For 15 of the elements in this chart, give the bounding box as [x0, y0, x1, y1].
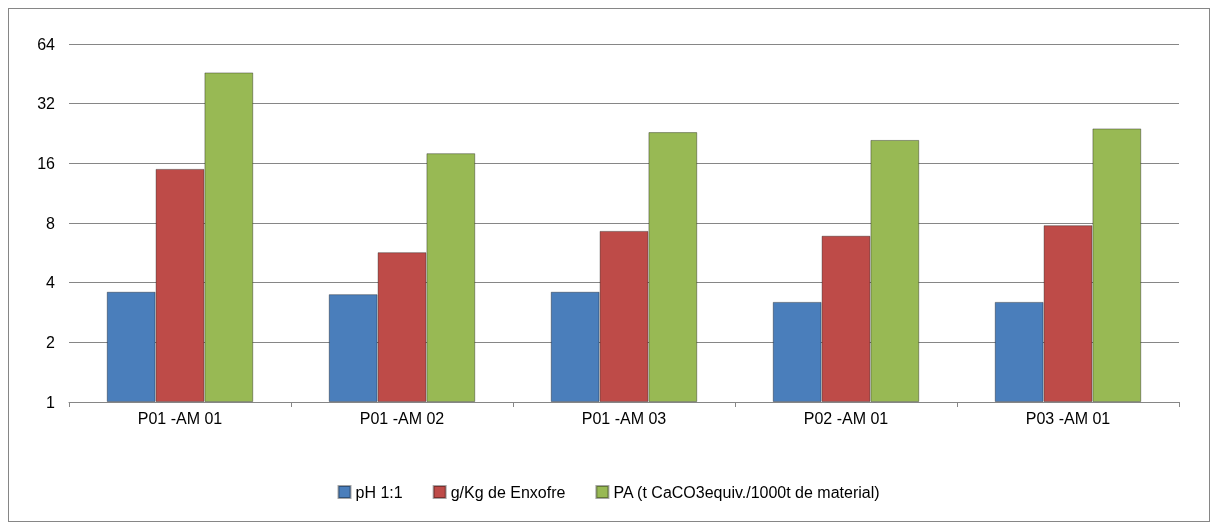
y-tick-label: 2 — [46, 333, 56, 351]
y-tick-label: 8 — [46, 214, 56, 232]
x-tick-label: P01 -AM 02 — [359, 409, 445, 427]
x-tick-label: P02 -AM 01 — [803, 409, 889, 427]
y-tick-label: 1 — [46, 393, 56, 411]
legend-label: g/Kg de Enxofre — [450, 483, 566, 501]
y-tick-label: 32 — [37, 95, 56, 113]
y-tick-label: 4 — [46, 274, 56, 292]
y-tick-label: 16 — [37, 154, 56, 172]
x-tick-label: P01 -AM 03 — [581, 409, 667, 427]
y-tick-label: 64 — [37, 35, 56, 53]
x-tick-label: P01 -AM 01 — [137, 409, 223, 427]
x-tick-label: P03 -AM 01 — [1025, 409, 1111, 427]
legend-label: PA (t CaCO3equiv./1000t de material) — [613, 483, 880, 501]
legend-label: pH 1:1 — [355, 483, 403, 501]
